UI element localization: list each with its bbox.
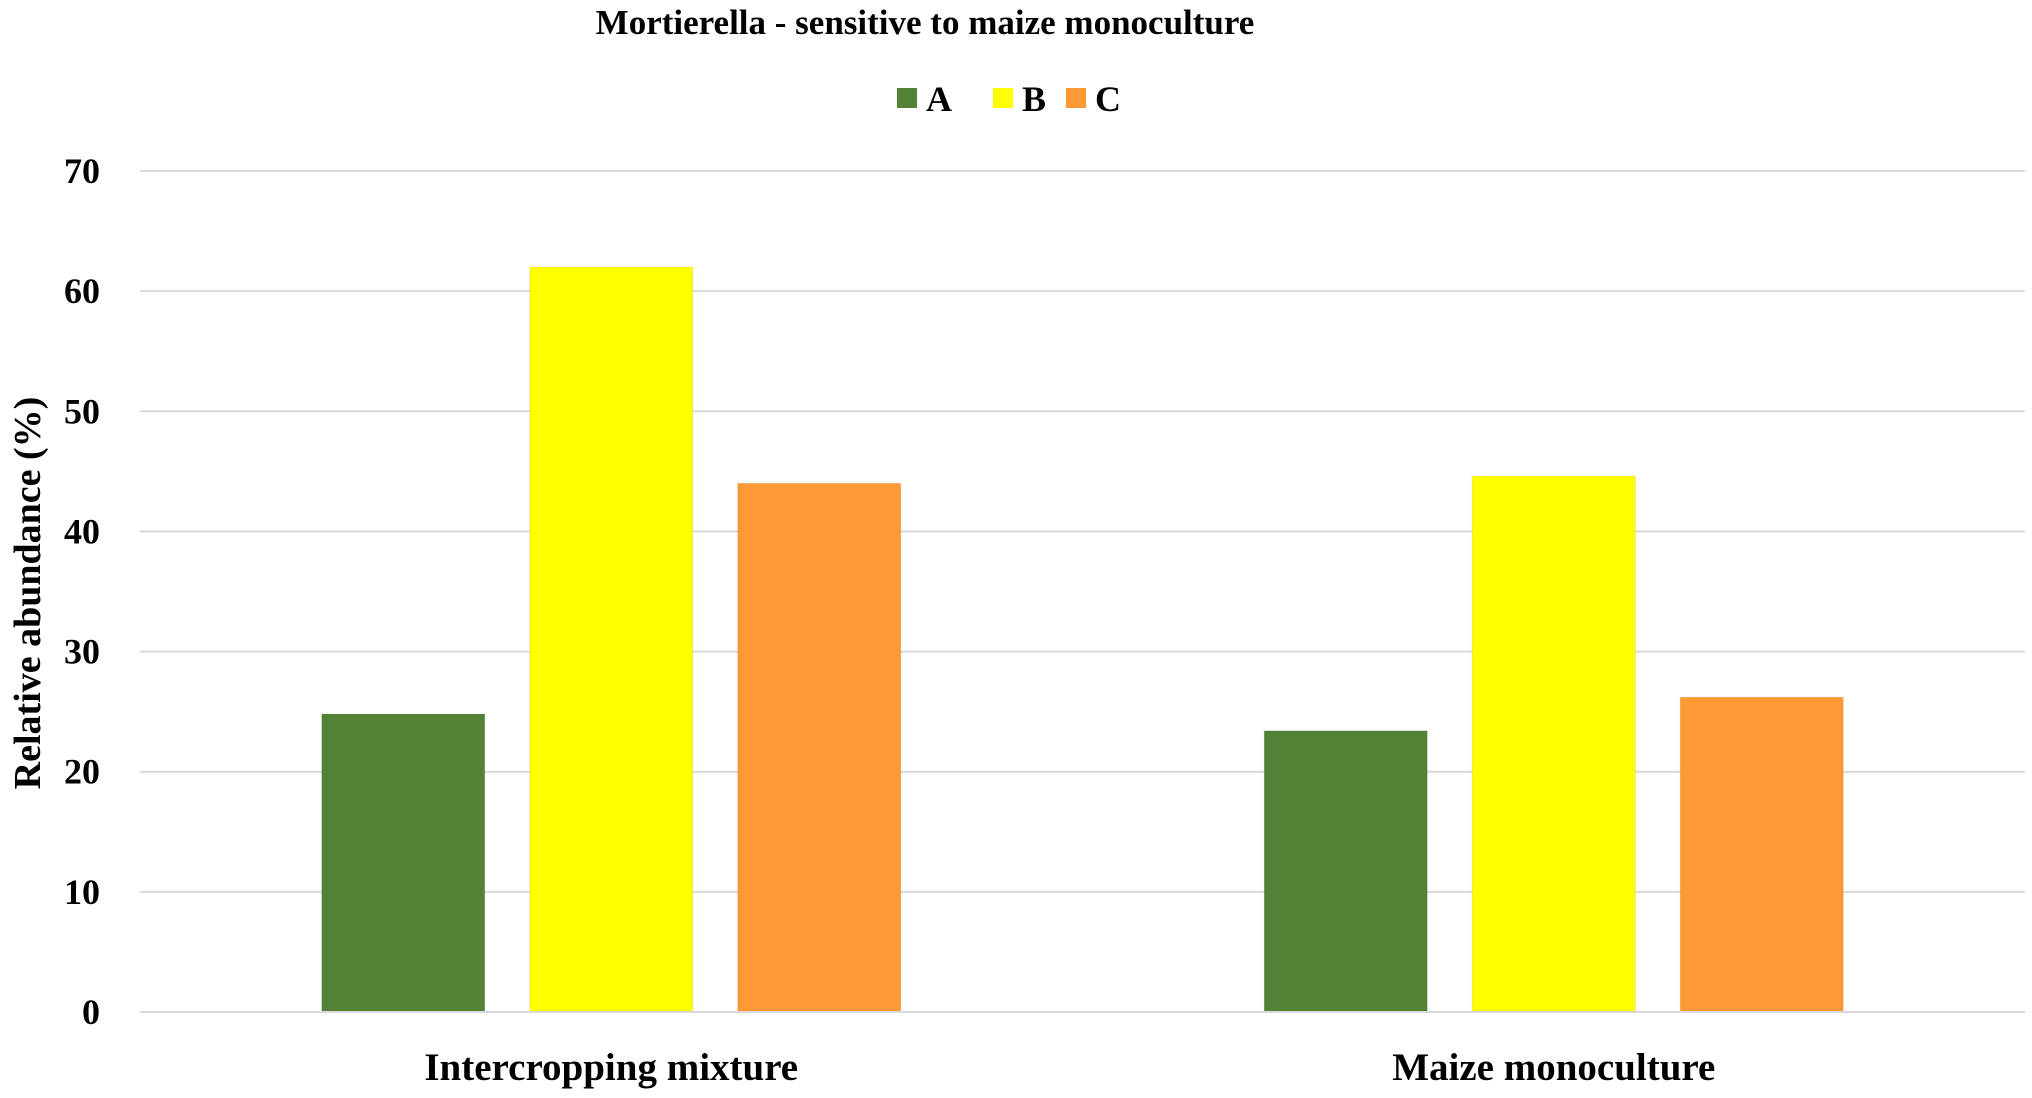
legend: A B C xyxy=(897,79,1121,119)
legend-swatch xyxy=(897,88,917,108)
legend-item-a: A xyxy=(897,79,952,119)
legend-item-b: B xyxy=(993,79,1046,119)
y-tick-label: 60 xyxy=(64,271,100,311)
legend-label: A xyxy=(926,79,952,119)
legend-label: B xyxy=(1022,79,1046,119)
y-tick-label: 50 xyxy=(64,391,100,431)
bar-b-1 xyxy=(529,266,694,1013)
bar-c-1 xyxy=(737,482,902,1013)
bar-b-2 xyxy=(1471,475,1636,1013)
y-tick-label: 0 xyxy=(82,992,100,1032)
legend-swatch xyxy=(1066,88,1086,108)
x-tick-label: Intercropping mixture xyxy=(424,1046,798,1089)
legend-label: C xyxy=(1095,79,1121,119)
x-tick-label: Maize monoculture xyxy=(1392,1046,1715,1089)
y-tick-label: 70 xyxy=(64,151,100,191)
legend-item-c: C xyxy=(1066,79,1121,119)
y-axis-label: Relative abundance (%) xyxy=(7,397,49,790)
bar-c-2 xyxy=(1679,696,1844,1013)
bars xyxy=(140,266,2025,1013)
legend-swatch xyxy=(993,88,1013,108)
bar-a-2 xyxy=(1263,730,1428,1013)
y-tick-label: 20 xyxy=(64,752,100,792)
y-axis-tick-labels: 0 10 20 30 40 50 60 70 xyxy=(64,151,100,1032)
chart-title: Mortierella - sensitive to maize monocul… xyxy=(596,3,1255,42)
y-tick-label: 10 xyxy=(64,872,100,912)
y-tick-label: 30 xyxy=(64,632,100,672)
y-tick-label: 40 xyxy=(64,511,100,551)
x-axis-tick-labels: Intercropping mixture Maize monoculture xyxy=(424,1046,1715,1089)
bar-a-1 xyxy=(321,713,486,1013)
